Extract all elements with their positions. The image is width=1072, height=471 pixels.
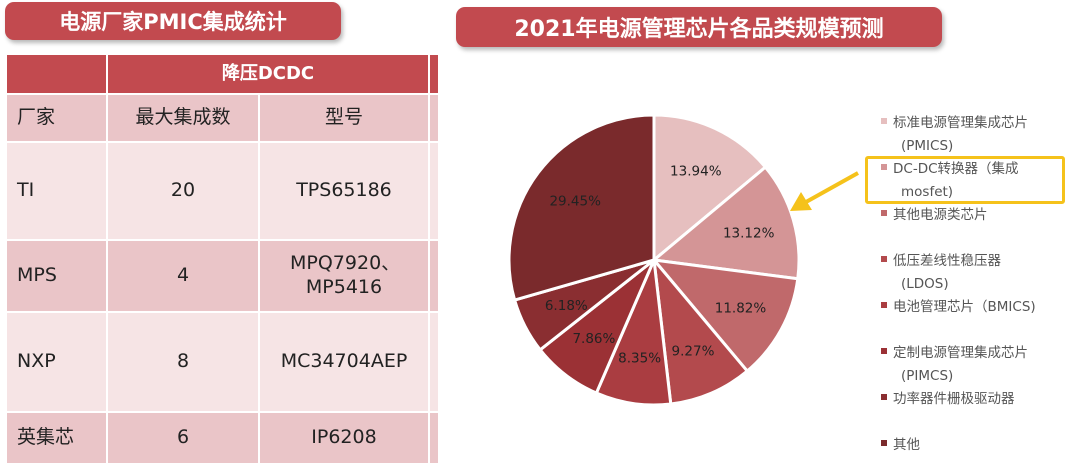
legend-item: DC-DC转换器（集成 mosfet) [881, 158, 1019, 204]
slice-value-label: 9.27% [672, 344, 715, 360]
table-row: NXP 8 MC34704AEP [5, 311, 440, 413]
legend-item-label: 其他电源类芯片 [881, 204, 988, 227]
legend-swatch [881, 118, 887, 124]
legend-item-label: (PIMCS) [901, 368, 954, 384]
cell-edge [428, 311, 440, 413]
legend-item-label: (LDOS) [901, 276, 949, 292]
cell-vendor: MPS [5, 239, 108, 313]
pie-slice [650, 165, 801, 281]
pie-slice [651, 255, 750, 406]
cell-vendor: NXP [5, 311, 108, 413]
legend-item: 标准电源管理集成芯片 (PMICS) [881, 112, 1028, 158]
pie-labels: 13.94% 13.12% 11.82% 9.27% 8.35%7.86% 6.18% 29… [545, 164, 775, 367]
legend-item-label: 标准电源管理集成芯片 [881, 112, 1028, 135]
legend-item-label: 电池管理芯片（BMICS) [881, 296, 1036, 319]
cell-model: MC34704AEP [258, 311, 430, 413]
legend-item-label: (PMICS) [901, 138, 954, 154]
legend-item-label: 其他 [881, 434, 920, 457]
legend-item: 低压差线性稳压器 (LDOS) [881, 250, 1001, 296]
table-group-header-blank [5, 53, 108, 95]
chart-title: 2021年电源管理芯片各品类规模预测 [456, 7, 942, 47]
cell-model: TPS65186 [258, 141, 430, 241]
pie-chart: 13.94% 13.12% 11.82% 9.27% 8.35%7.86% 6.18% 29… [507, 113, 859, 407]
legend-item: 其他电源类芯片 [881, 204, 988, 227]
legend-highlight-box [865, 156, 1065, 204]
legend-item: 定制电源管理集成芯片 (PIMCS) [881, 342, 1028, 388]
cell-edge [428, 141, 440, 241]
legend-item-label: mosfet) [901, 184, 954, 200]
pie-slices [507, 113, 801, 407]
table-group-header-row: 降压DCDC [5, 53, 440, 95]
table-group-header-edge [428, 53, 440, 95]
legend-swatch [881, 348, 887, 354]
table-column-header-row: 厂家 最大集成数 型号 [5, 93, 440, 143]
column-header-model: 型号 [258, 93, 430, 143]
vendor-table-title: 电源厂家PMIC集成统计 [5, 2, 341, 40]
legend-swatch [881, 302, 887, 308]
slice-value-label: 8.35% [618, 351, 661, 367]
legend-swatch [881, 256, 887, 262]
legend-item-label: 功率器件栅极驱动器 [881, 388, 1015, 411]
cell-vendor: TI [5, 141, 108, 241]
column-header-vendor: 厂家 [5, 93, 108, 143]
legend-item: 其他 [881, 434, 920, 457]
legend-item: 电池管理芯片（BMICS) [881, 296, 1036, 319]
cell-edge [428, 411, 440, 465]
slice-value-label: 7.86% [572, 331, 615, 347]
slice-value-label: 11.82% [715, 300, 767, 316]
cell-model: IP6208 [258, 411, 430, 465]
cell-max-integration: 6 [106, 411, 260, 465]
pie-slice [650, 258, 800, 374]
vendor-pmic-table: 降压DCDC 厂家 最大集成数 型号 TI 20 TPS65186 MPS 4 … [5, 53, 440, 465]
table-row: 英集芯 6 IP6208 [5, 411, 440, 465]
legend-item-label: 定制电源管理集成芯片 [881, 342, 1028, 365]
legend-swatch [881, 394, 887, 400]
callout-arrow [790, 171, 859, 211]
cell-model: MPQ7920、MP5416 [258, 239, 430, 313]
table-row: TI 20 TPS65186 [5, 141, 440, 241]
callout-arrow-head [790, 192, 812, 211]
slice-value-label: 13.12% [723, 226, 775, 242]
cell-max-integration: 4 [106, 239, 260, 313]
legend-swatch [881, 210, 887, 216]
cell-vendor: 英集芯 [5, 411, 108, 465]
column-header-edge [428, 93, 440, 143]
legend-swatch [881, 164, 887, 170]
callout-arrow-shaft [805, 171, 859, 204]
pie-slice [507, 113, 656, 302]
legend-item: 功率器件栅极驱动器 [881, 388, 1015, 411]
slice-value-label: 29.45% [549, 194, 601, 210]
legend-item-label: 低压差线性稳压器 [881, 250, 1001, 273]
legend-swatch [881, 440, 887, 446]
legend-item-label: DC-DC转换器（集成 [881, 158, 1019, 181]
slice-value-label: 13.94% [670, 164, 722, 180]
cell-max-integration: 8 [106, 311, 260, 413]
table-group-header: 降压DCDC [106, 53, 430, 95]
table-row: MPS 4 MPQ7920、MP5416 [5, 239, 440, 313]
pie-slice [652, 113, 768, 264]
cell-edge [428, 239, 440, 313]
column-header-max-integration: 最大集成数 [106, 93, 260, 143]
slice-value-label: 6.18% [545, 298, 588, 314]
cell-max-integration: 20 [106, 141, 260, 241]
